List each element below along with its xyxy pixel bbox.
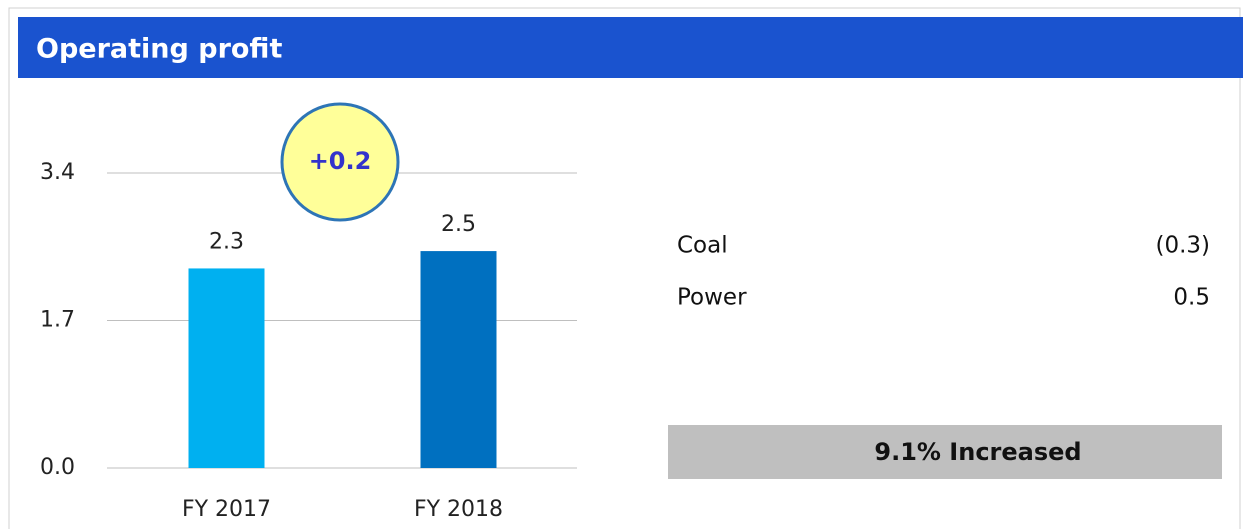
y-tick-label: 0.0 xyxy=(40,455,75,480)
header-bar xyxy=(18,17,1243,78)
summary-text: 9.1% Increased xyxy=(874,438,1081,466)
y-tick-label: 3.4 xyxy=(40,160,75,185)
x-tick-label: FY 2017 xyxy=(182,497,271,522)
breakdown-value: 0.5 xyxy=(1173,285,1210,311)
frame xyxy=(8,7,1241,529)
summary-box xyxy=(668,425,1222,479)
value-label: 2.5 xyxy=(441,212,476,237)
y-tick-label: 1.7 xyxy=(40,308,75,333)
breakdown-label: Power xyxy=(677,285,747,311)
bar xyxy=(420,251,497,468)
bar xyxy=(188,268,265,468)
annotation-text: +0.2 xyxy=(309,147,372,175)
breakdown-value: (0.3) xyxy=(1155,233,1210,259)
header-title: Operating profit xyxy=(36,34,282,65)
annotation-badge xyxy=(280,102,400,222)
breakdown-label: Coal xyxy=(677,233,728,259)
x-tick-label: FY 2018 xyxy=(414,497,503,522)
value-label: 2.3 xyxy=(209,229,244,254)
